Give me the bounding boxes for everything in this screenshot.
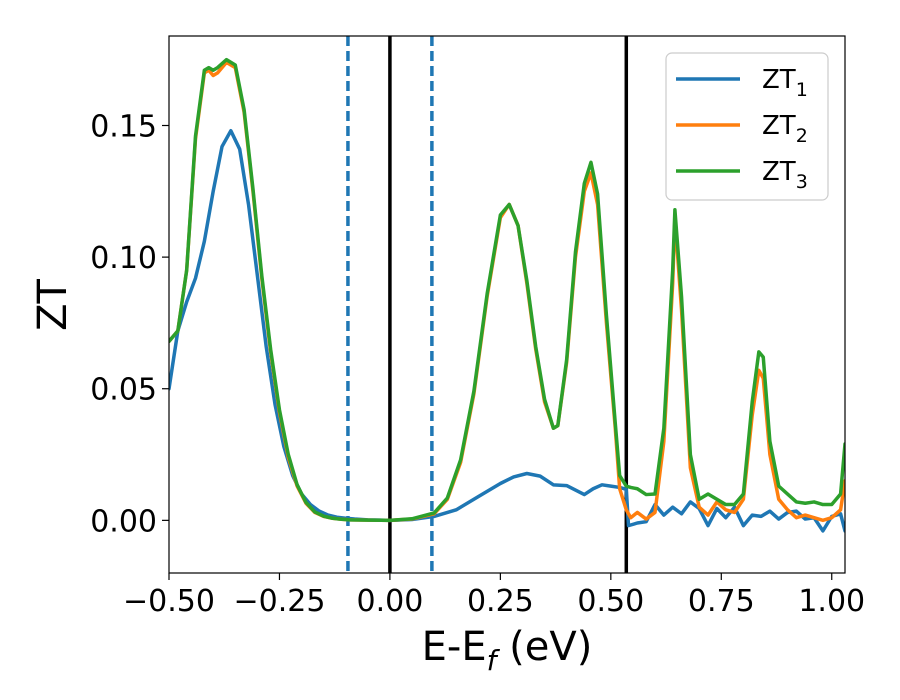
y-tick-label: 0.05 [90,373,157,408]
legend-label-zt1: ZT1 [762,65,808,101]
x-axis-label: E-Ef (eV) [422,624,593,677]
y-tick-label: 0.15 [90,110,157,145]
x-axis-label-main: E-E [422,624,487,670]
y-axis-ticks: 0.00 0.05 0.10 0.15 [90,110,169,539]
x-tick-label: 1.00 [798,584,865,619]
x-tick-label: 0.25 [467,584,534,619]
x-tick-label: −0.25 [233,584,325,619]
y-tick-label: 0.00 [90,504,157,539]
legend: ZT1 ZT2 ZT3 [665,52,829,201]
legend-box [665,52,829,201]
x-tick-label: −0.50 [123,584,215,619]
x-tick-label: 0.00 [357,584,424,619]
legend-label-zt2: ZT2 [762,111,808,147]
x-tick-label: 0.50 [577,584,644,619]
series-line-zt3 [169,57,845,523]
x-axis-ticks: −0.50 −0.25 0.00 0.25 0.50 0.75 1.00 [123,573,865,619]
y-axis-label: ZT [30,279,76,331]
series-line-zt1 [169,129,845,533]
x-axis-label-suffix: (eV) [496,624,592,670]
plot-frame [168,35,846,574]
x-tick-label: 0.75 [688,584,755,619]
series-lines [169,57,845,533]
legend-label-zt3: ZT3 [762,157,808,193]
y-tick-label: 0.10 [90,241,157,276]
legend-items: ZT1 ZT2 ZT3 [676,65,808,193]
